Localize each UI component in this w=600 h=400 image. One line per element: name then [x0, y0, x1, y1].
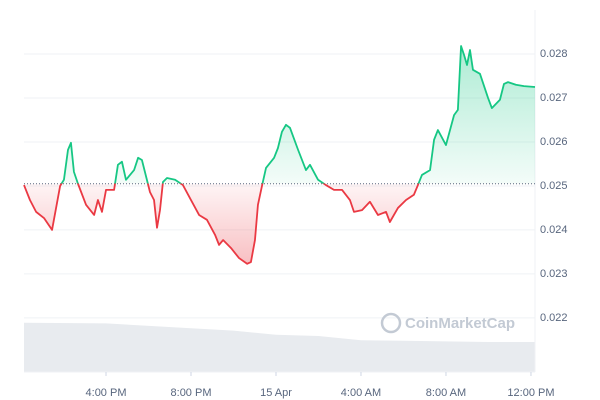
- watermark: CoinMarketCap: [380, 312, 515, 334]
- y-tick-label: 0.026: [540, 136, 568, 148]
- x-tick-label: 8:00 PM: [171, 387, 212, 399]
- y-tick-label: 0.022: [540, 312, 568, 324]
- watermark-text: CoinMarketCap: [405, 315, 515, 332]
- y-tick-label: 0.023: [540, 268, 568, 280]
- y-tick-label: 0.027: [540, 92, 568, 104]
- x-tick-label: 4:00 AM: [341, 387, 381, 399]
- y-tick-label: 0.024: [540, 224, 568, 236]
- x-tick-label: 4:00 PM: [86, 387, 127, 399]
- x-tick-label: 8:00 AM: [426, 387, 466, 399]
- price-area: [24, 46, 535, 264]
- y-tick-label: 0.028: [540, 48, 568, 60]
- volume-area: [24, 322, 535, 372]
- x-tick-label: 12:00 PM: [507, 387, 554, 399]
- x-tick-label: 15 Apr: [260, 387, 292, 399]
- y-tick-label: 0.025: [540, 180, 568, 192]
- price-line: [23, 45, 536, 265]
